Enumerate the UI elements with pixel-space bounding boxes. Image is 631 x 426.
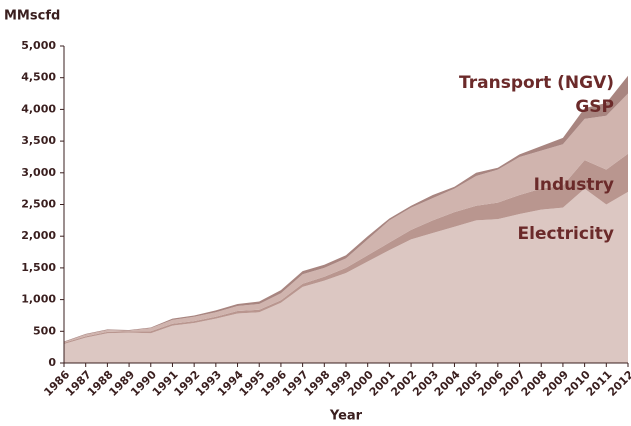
y-tick-label: 1,500 (21, 261, 56, 274)
y-tick-label: 1,000 (21, 293, 56, 306)
y-tick-label: 3,000 (21, 166, 56, 179)
y-tick-label: 2,000 (21, 229, 56, 242)
y-tick-label: 0 (48, 356, 56, 369)
series-label: Transport (NGV) (459, 73, 614, 93)
series-label: Industry (534, 175, 614, 195)
y-tick-label: 3,500 (21, 134, 56, 147)
y-axis-label: MMscfd (4, 9, 60, 24)
y-tick-label: 4,500 (21, 71, 56, 84)
area (64, 188, 628, 363)
x-axis-label: Year (329, 409, 363, 424)
y-tick-label: 5,000 (21, 39, 56, 52)
y-tick-label: 2,500 (21, 198, 56, 211)
y-tick-label: 4,000 (21, 102, 56, 115)
series-label: Electricity (518, 224, 615, 244)
series-label: GSP (575, 97, 614, 117)
y-tick-label: 500 (33, 324, 56, 337)
